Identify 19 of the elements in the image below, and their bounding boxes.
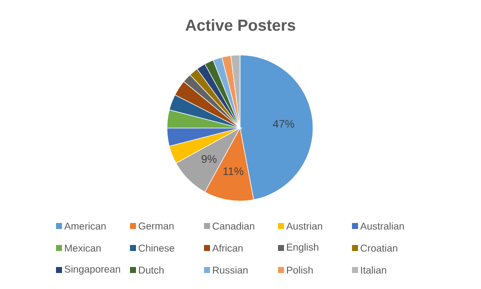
legend-label: American — [64, 222, 106, 230]
legend-label: Australian — [360, 222, 404, 230]
legend-label: Austrian — [286, 222, 322, 230]
data-label: 11% — [223, 167, 244, 176]
legend-label: African — [212, 244, 243, 252]
legend-label: Mexican — [65, 244, 101, 252]
legend-label: Singaporean — [64, 265, 120, 275]
legend-label: Italian — [361, 266, 386, 274]
legend-label: English — [287, 243, 318, 253]
legend-label: Russian — [213, 266, 248, 274]
chart-title: Active Posters — [186, 19, 296, 31]
data-label: 9% — [202, 155, 217, 163]
legend-label: Dutch — [139, 266, 164, 274]
legend-label: Canadian — [212, 222, 254, 230]
legend-label: Chinese — [138, 244, 174, 252]
legend-label: German — [138, 222, 174, 230]
legend-label: Croatian — [360, 244, 398, 252]
legend-label: Polish — [287, 266, 313, 274]
data-label: 47% — [272, 120, 294, 128]
